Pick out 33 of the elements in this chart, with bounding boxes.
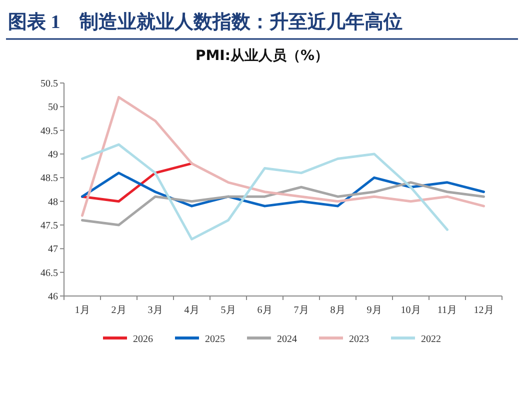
y-tick-label: 47: [48, 244, 58, 256]
x-tick-label: 12月: [474, 305, 494, 316]
x-tick-label: 8月: [330, 305, 346, 316]
x-tick-label: 10月: [400, 305, 421, 316]
x-tick-label: 9月: [366, 305, 382, 316]
y-tick-label: 48.5: [40, 173, 58, 184]
y-tick-label: 50.5: [40, 78, 58, 90]
y-tick-label: 46: [48, 292, 58, 302]
x-tick-label: 1月: [74, 305, 90, 316]
line-series: [81, 181, 485, 226]
line-series: [81, 143, 448, 240]
x-tick-label: 2月: [111, 305, 126, 316]
x-tick-label: 5月: [220, 305, 236, 316]
legend-label: 2023: [349, 334, 369, 345]
x-tick-label: 4月: [184, 305, 200, 316]
legend-label: 2026: [133, 334, 153, 345]
y-tick-label: 49.5: [40, 126, 58, 137]
x-tick-label: 7月: [294, 305, 309, 316]
y-tick-label: 48: [48, 196, 58, 208]
chart-title: 图表 1 制造业就业人数指数：升至近几年高位: [8, 11, 402, 33]
y-tick-label: 47.5: [40, 220, 58, 232]
y-tick-label: 46.5: [40, 268, 58, 279]
x-tick-label: 11月: [437, 305, 458, 316]
x-tick-label: 6月: [257, 305, 272, 316]
y-tick-label: 50: [48, 102, 58, 114]
x-tick-label: 3月: [148, 305, 163, 316]
line-series: [81, 96, 485, 217]
chart-subtitle: PMI:从业人员（%）: [195, 48, 329, 64]
legend-label: 2022: [421, 334, 441, 345]
line-series: [81, 162, 193, 203]
legend-label: 2025: [205, 334, 225, 345]
legend-label: 2024: [277, 334, 297, 345]
y-tick-label: 49: [48, 150, 58, 160]
